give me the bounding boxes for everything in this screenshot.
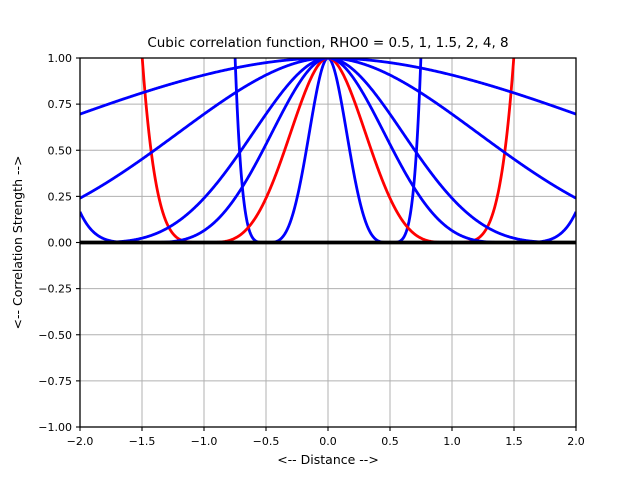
x-tick-label: −0.5 (253, 435, 280, 448)
x-tick-label: 2.0 (567, 435, 585, 448)
curve-rho0-8 (80, 58, 576, 116)
x-tick-label: 1.0 (443, 435, 461, 448)
x-tick-label: 0.0 (319, 435, 337, 448)
x-tick-label: −2.0 (67, 435, 94, 448)
y-tick-label: −1.00 (38, 421, 72, 434)
y-tick-labels: 1.00 0.75 0.50 0.25 0.00 −0.25 −0.50 −0.75 −1.00 (38, 52, 72, 434)
y-tick-label: 0.50 (48, 144, 73, 157)
curve-rho0-1 (140, 58, 516, 244)
y-tick-label: −0.75 (38, 375, 72, 388)
curve-rho0-2 (80, 58, 576, 244)
x-tick-labels: −2.0 −1.5 −1.0 −0.5 0.0 0.5 1.0 1.5 2.0 (67, 435, 585, 448)
curve-rho0-4 (80, 58, 576, 200)
x-axis-label: <-- Distance --> (277, 452, 379, 467)
x-tick-label: 0.5 (381, 435, 399, 448)
chart-title: Cubic correlation function, RHO0 = 0.5, … (147, 35, 508, 51)
y-tick-label: −0.50 (38, 329, 72, 342)
y-tick-label: −0.25 (38, 283, 72, 296)
axis-ticks (76, 57, 577, 431)
y-tick-label: 0.25 (48, 190, 73, 203)
y-axis-label: <-- Correlation Strength --> (10, 156, 25, 330)
x-tick-label: 1.5 (505, 435, 523, 448)
y-tick-label: 1.00 (48, 52, 73, 65)
y-tick-label: 0.00 (48, 237, 73, 250)
curves (80, 58, 576, 245)
x-tick-label: −1.5 (129, 435, 156, 448)
y-tick-label: 0.75 (48, 98, 73, 111)
x-tick-label: −1.0 (191, 435, 218, 448)
